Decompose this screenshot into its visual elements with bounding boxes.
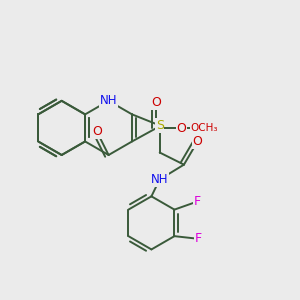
Text: O: O <box>151 96 161 109</box>
Text: OCH₃: OCH₃ <box>191 123 218 134</box>
Text: NH: NH <box>151 173 168 186</box>
Text: F: F <box>195 232 203 245</box>
Text: F: F <box>194 195 201 208</box>
Text: NH: NH <box>100 94 117 107</box>
Text: O: O <box>92 125 102 139</box>
Text: S: S <box>156 119 164 132</box>
Text: O: O <box>177 122 187 135</box>
Text: O: O <box>193 135 202 148</box>
